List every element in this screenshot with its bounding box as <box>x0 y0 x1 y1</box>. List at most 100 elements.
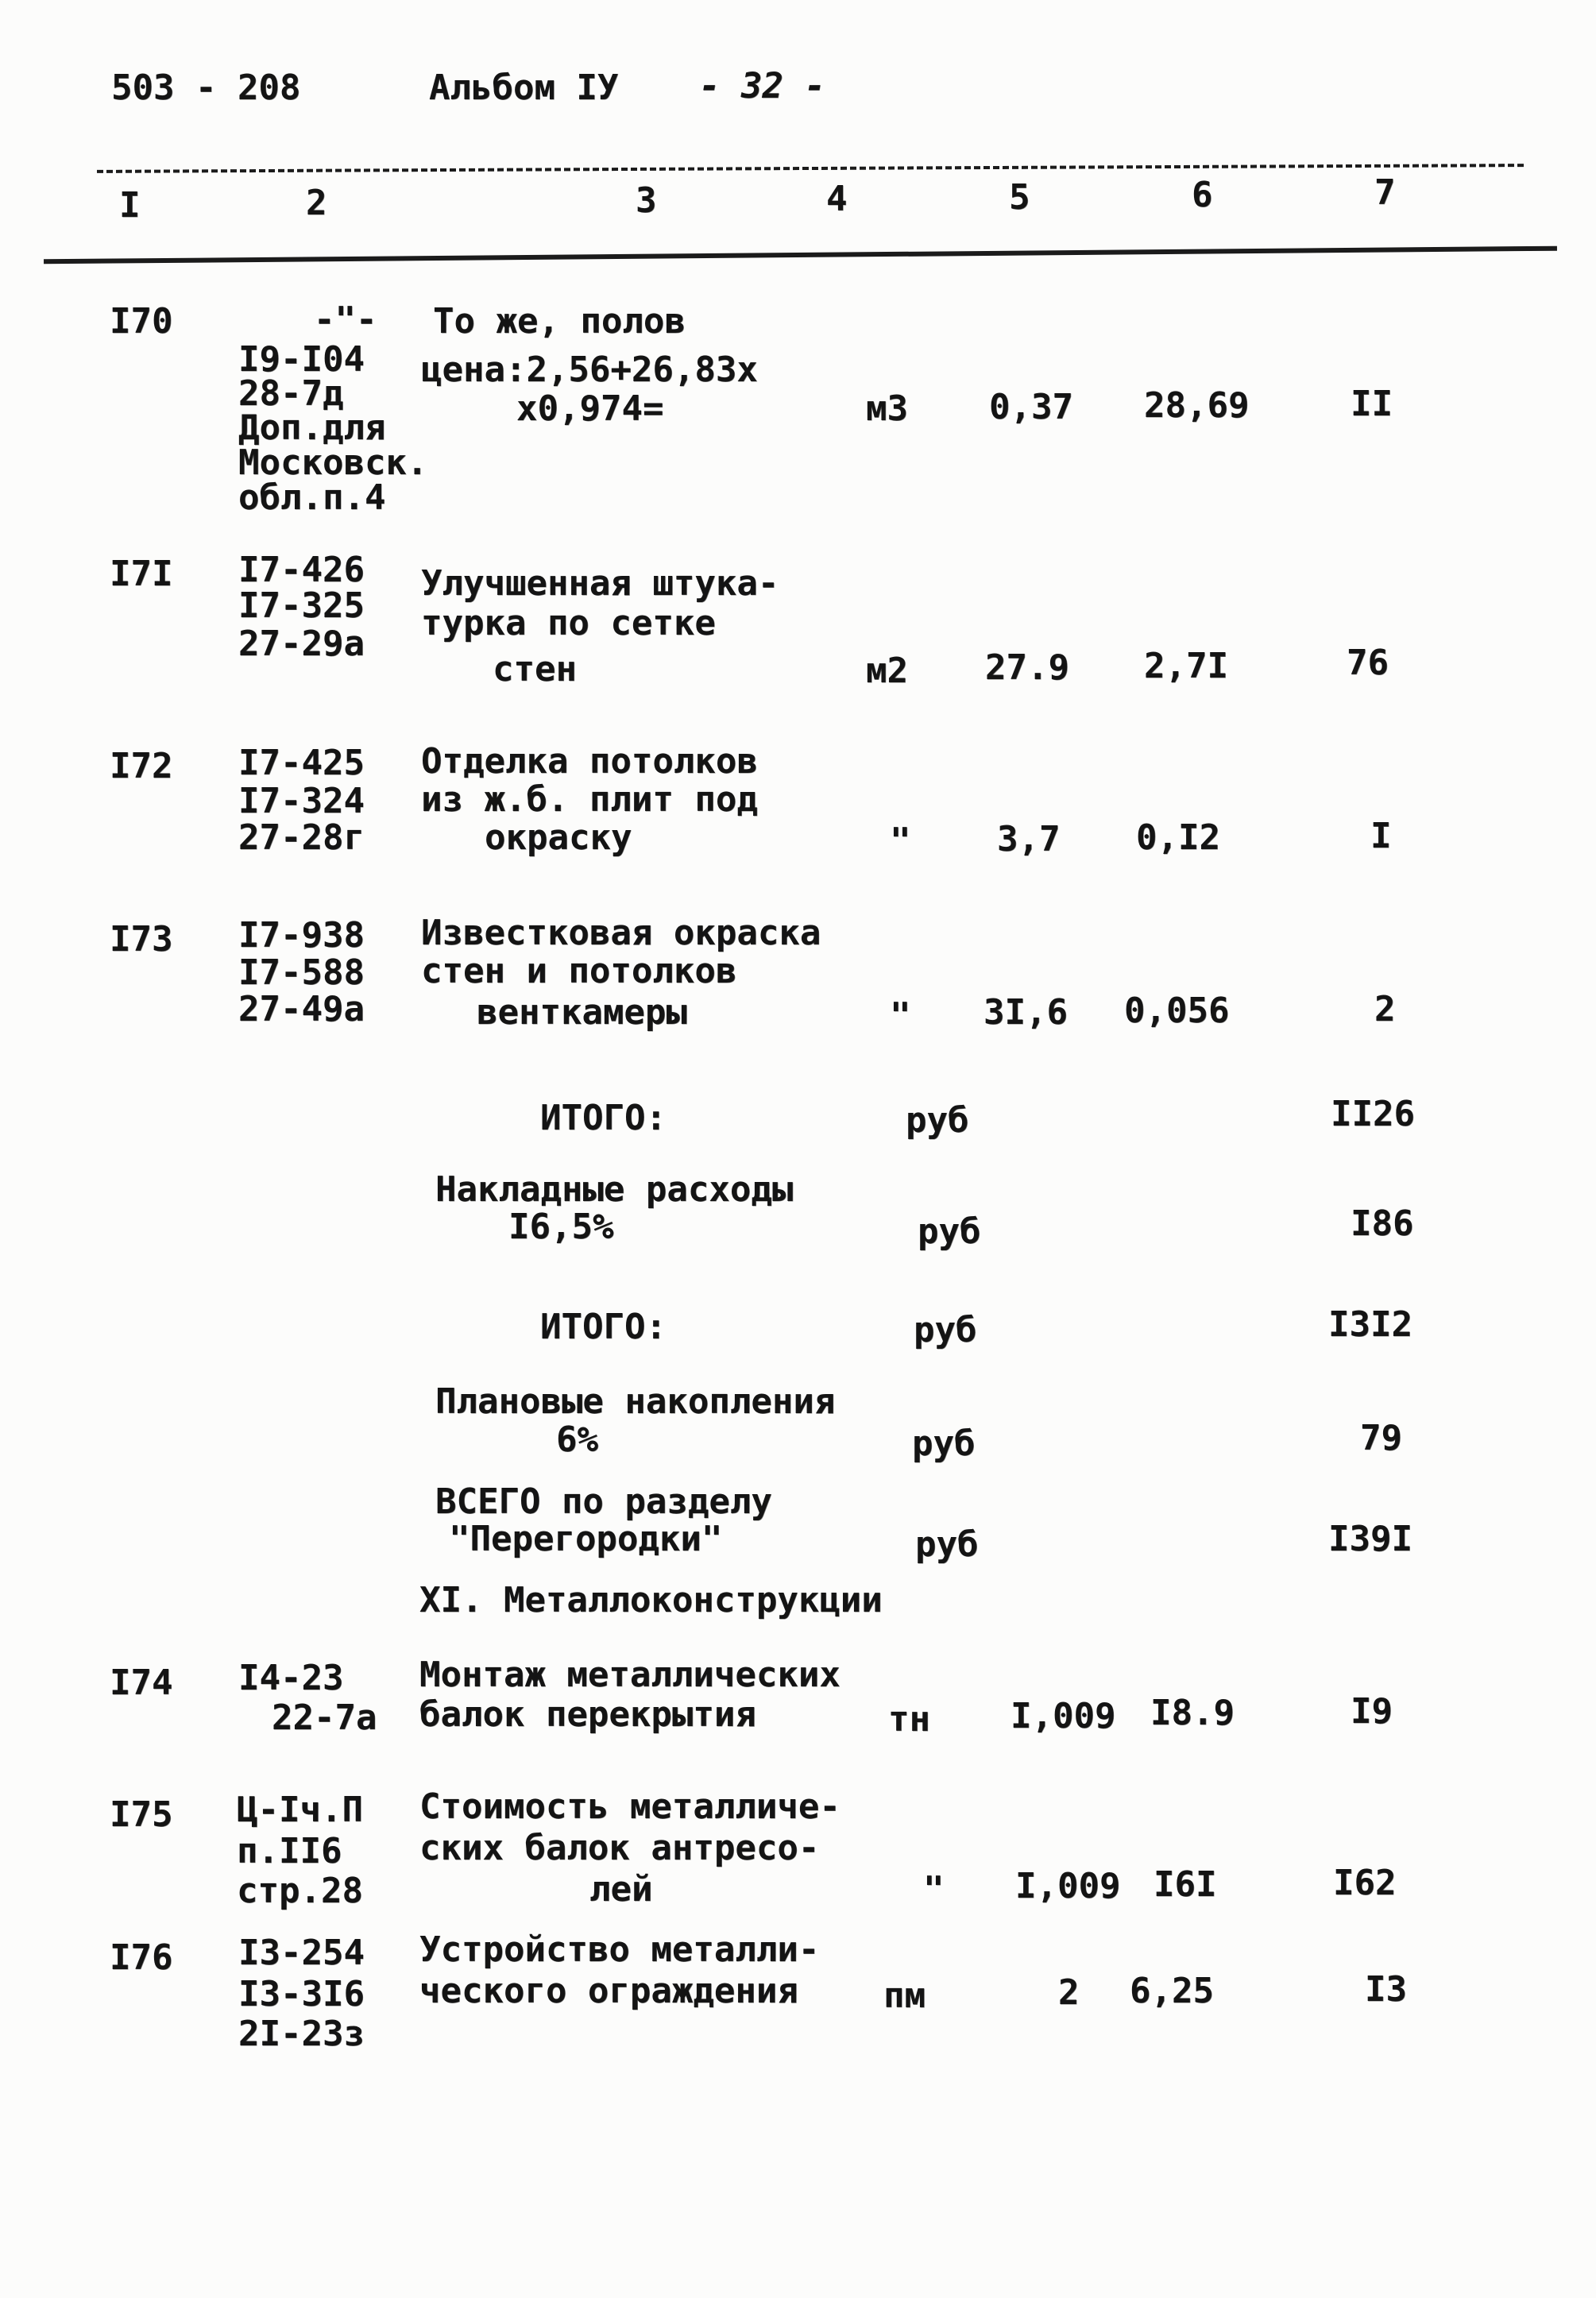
summary-unit: руб <box>906 1100 969 1141</box>
desc-line: балок перекрытия <box>419 1694 756 1735</box>
basis-line: 28-7д <box>238 373 344 414</box>
unit-cell: тн <box>888 1699 930 1740</box>
unit-cell: " <box>890 995 911 1036</box>
column-number-1: I <box>119 185 141 226</box>
item-number: I75 <box>110 1794 173 1835</box>
desc-line: стен и потолков <box>421 951 737 991</box>
basis-line: 27-28г <box>238 817 365 858</box>
basis-line: 22-7а <box>272 1697 377 1738</box>
total-cell: I62 <box>1333 1863 1397 1903</box>
summary-label: I6,5% <box>508 1207 614 1247</box>
total-cell: I9 <box>1351 1691 1393 1732</box>
price-cell: 2,7I <box>1144 646 1228 686</box>
basis-line: I4-23 <box>238 1658 344 1698</box>
unit-cell: " <box>923 1869 945 1910</box>
desc-line: То же, полов <box>433 301 686 342</box>
summary-unit: руб <box>918 1211 981 1252</box>
total-cell: I <box>1370 816 1392 856</box>
qty-cell: 3I,6 <box>983 992 1068 1033</box>
summary-total: I86 <box>1351 1203 1414 1244</box>
column-number-5: 5 <box>1009 177 1030 218</box>
item-number: I72 <box>110 746 173 786</box>
summary-label: Плановые накопления <box>435 1381 836 1422</box>
price-cell: 6,25 <box>1130 1971 1214 2011</box>
summary-label: ВСЕГО по разделу <box>435 1481 772 1522</box>
album-title: Альбом IУ <box>429 68 619 108</box>
doc-code: 503 - 208 <box>111 68 301 108</box>
summary-unit: руб <box>915 1524 979 1565</box>
basis-line: I7-325 <box>238 585 365 626</box>
summary-total: I3I2 <box>1328 1304 1412 1345</box>
basis-line: Ц-Iч.П <box>237 1790 363 1830</box>
price-cell: 0,I2 <box>1136 817 1220 858</box>
summary-label: Накладные расходы <box>435 1169 794 1210</box>
page-number: - 32 - <box>699 66 825 106</box>
desc-line: ских балок антресо- <box>419 1828 820 1868</box>
desc-line: Улучшенная штука- <box>421 563 779 604</box>
basis-line: Московск. <box>238 442 428 483</box>
basis-line: стр.28 <box>237 1871 363 1911</box>
desc-line: ческого ограждения <box>419 1971 798 2011</box>
basis-line: 2I-23з <box>238 2014 365 2054</box>
column-number-4: 4 <box>826 179 848 219</box>
unit-cell: м2 <box>866 651 908 691</box>
item-number: I76 <box>110 1937 173 1978</box>
basis-line: -"- <box>314 299 377 340</box>
basis-line: I7-588 <box>238 952 365 993</box>
column-number-3: 3 <box>636 180 657 221</box>
desc-line: цена:2,56+26,83х <box>421 350 758 390</box>
total-cell: 76 <box>1347 643 1389 683</box>
basis-line: I3-254 <box>238 1933 365 1973</box>
section-heading: XI. Металлоконструкции <box>419 1580 883 1620</box>
summary-unit: руб <box>914 1310 977 1350</box>
qty-cell: 3,7 <box>997 819 1061 859</box>
column-number-7: 7 <box>1374 172 1396 213</box>
total-cell: I3 <box>1365 1969 1407 2010</box>
summary-unit: руб <box>912 1423 976 1464</box>
item-number: I73 <box>110 919 173 960</box>
basis-line: I7-426 <box>238 550 365 590</box>
basis-line: 27-49а <box>238 989 365 1029</box>
summary-label: ИТОГО: <box>540 1307 667 1347</box>
qty-cell: I,009 <box>1011 1696 1116 1736</box>
qty-cell: 27.9 <box>985 647 1069 688</box>
desc-line: Монтаж металлических <box>419 1655 841 1695</box>
desc-line: Известковая окраска <box>421 913 821 953</box>
column-number-2: 2 <box>306 183 327 223</box>
basis-line: обл.п.4 <box>238 477 386 518</box>
summary-total: I39I <box>1328 1519 1412 1559</box>
unit-cell: пм <box>883 1976 926 2016</box>
price-cell: 28,69 <box>1144 385 1250 426</box>
total-cell: II <box>1351 384 1393 424</box>
table-header-rule <box>44 245 1557 265</box>
desc-line: из ж.б. плит под <box>421 779 758 820</box>
desc-line: х0,974= <box>516 388 664 429</box>
item-number: I74 <box>110 1663 173 1703</box>
basis-line: Доп.для <box>238 407 386 448</box>
desc-line: Отделка потолков <box>421 741 758 782</box>
price-cell: 0,056 <box>1124 991 1230 1031</box>
summary-label: 6% <box>556 1419 598 1460</box>
basis-line: I3-3I6 <box>238 1974 365 2014</box>
desc-line: венткамеры <box>477 992 687 1033</box>
desc-line: лей <box>589 1869 653 1910</box>
table-header-dashed-rule <box>96 164 1525 173</box>
column-number-6: 6 <box>1192 175 1213 215</box>
basis-line: п.II6 <box>237 1831 342 1871</box>
summary-label: "Перегородки" <box>449 1519 723 1559</box>
summary-label: ИТОГО: <box>540 1098 667 1138</box>
price-cell: I8.9 <box>1150 1693 1235 1733</box>
desc-line: окраску <box>485 817 632 858</box>
total-cell: 2 <box>1374 989 1396 1029</box>
basis-line: I7-938 <box>238 915 365 956</box>
basis-line: 27-29а <box>238 624 365 664</box>
summary-total: II26 <box>1331 1094 1415 1134</box>
unit-cell: м3 <box>866 388 908 429</box>
desc-line: стен <box>493 649 577 689</box>
item-number: I7I <box>110 554 173 594</box>
qty-cell: 2 <box>1058 1972 1080 2013</box>
qty-cell: I,009 <box>1015 1866 1121 1906</box>
item-number: I70 <box>110 301 173 342</box>
basis-line: I9-I04 <box>238 339 365 380</box>
